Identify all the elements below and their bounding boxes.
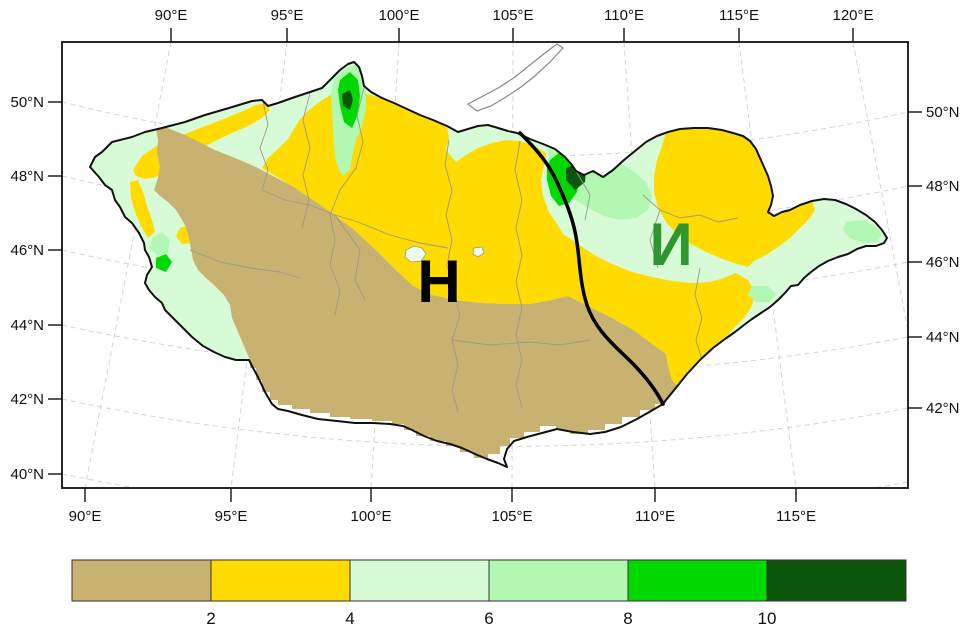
top-axis-label: 105°E — [492, 7, 533, 24]
right-axis-labels: 50°N 48°N 46°N 44°N 42°N — [926, 104, 960, 417]
bottom-axis-label: 95°E — [215, 508, 248, 525]
colorbar-tick-label: 6 — [484, 609, 493, 628]
bottom-axis-label: 105°E — [491, 508, 532, 525]
colorbar-cell-1 — [71, 559, 212, 602]
right-axis-label: 46°N — [926, 254, 960, 271]
region-label-east: И — [649, 211, 692, 278]
left-axis-labels: 50°N 48°N 46°N 44°N 42°N 40°N — [10, 94, 44, 483]
colorbar-tick-label: 10 — [758, 609, 777, 628]
right-axis-label: 42°N — [926, 400, 960, 417]
fill-tan — [154, 123, 679, 458]
colorbar-cell-4 — [488, 559, 629, 602]
top-axis-label: 100°E — [378, 7, 419, 24]
bottom-axis-label: 110°E — [635, 508, 675, 525]
bottom-axis-labels: 90°E 95°E 100°E 105°E 110°E 115°E — [69, 508, 816, 525]
top-axis-label: 110°E — [604, 7, 644, 24]
colorbar-tick-label: 8 — [623, 609, 632, 628]
bottom-axis-label: 90°E — [69, 508, 102, 525]
left-axis-label: 46°N — [10, 242, 44, 259]
colorbar-tick-label: 2 — [206, 609, 215, 628]
right-axis-label: 50°N — [926, 104, 960, 121]
bottom-axis-label: 115°E — [776, 508, 816, 525]
small-lake — [472, 246, 485, 258]
colorbar-tick-label: 4 — [345, 609, 354, 628]
left-axis-label: 44°N — [10, 317, 44, 334]
colorbar-cell-5 — [627, 559, 768, 602]
top-axis-labels: 90°E 95°E 100°E 105°E 110°E 115°E 120°E — [155, 7, 874, 24]
meridian-110e — [623, 42, 656, 488]
lake-west-of-label — [404, 245, 427, 263]
right-axis-label: 48°N — [926, 178, 960, 195]
lakes — [404, 245, 485, 263]
lake-baikal-outline — [466, 43, 564, 112]
meridian-90e — [84, 42, 172, 488]
plot-frame — [61, 41, 909, 489]
fill-green — [156, 72, 580, 272]
meridian-120e — [852, 42, 908, 334]
meridian-115e — [738, 42, 797, 488]
mongolia-border — [89, 61, 888, 468]
colorbar: 2 4 6 8 10 — [71, 559, 907, 628]
left-axis-label: 48°N — [10, 168, 44, 185]
region-label-west: Н — [417, 248, 460, 315]
top-axis-label: 120°E — [832, 7, 873, 24]
right-axis-label: 44°N — [926, 329, 960, 346]
fill-layers — [90, 62, 887, 458]
colorbar-cell-2 — [210, 559, 351, 602]
left-axis-label: 50°N — [10, 94, 44, 111]
left-axis-label: 40°N — [10, 466, 44, 483]
top-axis-label: 90°E — [155, 7, 188, 24]
left-axis-label: 42°N — [10, 391, 44, 408]
colorbar-cell-3 — [349, 559, 490, 602]
province-boundaries — [189, 87, 739, 413]
bottom-axis-label: 100°E — [350, 508, 391, 525]
axis-ticks — [48, 28, 922, 502]
top-axis-label: 115°E — [719, 7, 759, 24]
region-divider-line — [518, 131, 665, 406]
top-axis-label: 95°E — [271, 7, 304, 24]
colorbar-cell-6 — [766, 559, 907, 602]
